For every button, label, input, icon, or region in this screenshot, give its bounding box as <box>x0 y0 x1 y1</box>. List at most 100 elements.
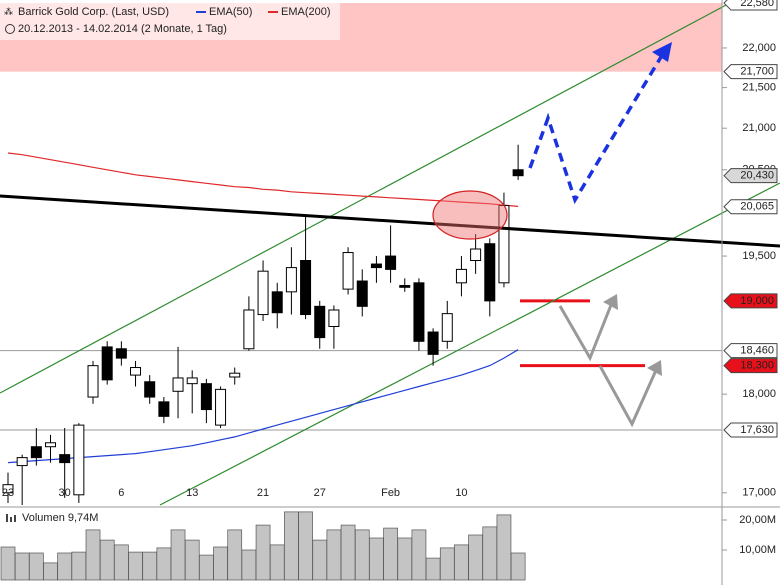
candle-body <box>101 346 113 381</box>
marks-layer <box>2 144 524 505</box>
volume-bar <box>43 562 58 581</box>
chart-title: Barrick Gold Corp. (Last, USD) <box>18 6 169 18</box>
candle-body <box>285 267 297 293</box>
volume-bar <box>269 544 285 581</box>
candle-body <box>144 381 156 398</box>
icon: ⁂ <box>4 6 13 16</box>
volume-bar <box>156 547 172 581</box>
volume-icon <box>10 517 12 522</box>
scenario-arrow <box>558 299 615 362</box>
candle-body <box>441 313 453 342</box>
y-tick-label: 17,000 <box>742 487 776 499</box>
volume-tick-label: 20,00M <box>739 514 776 526</box>
candle-body <box>186 377 198 385</box>
scenario-arrowhead <box>603 294 618 310</box>
candle-body <box>215 388 227 426</box>
candle-body <box>427 331 439 355</box>
candle-body <box>73 424 85 496</box>
volume-bar <box>85 529 101 581</box>
volume-bar <box>241 549 257 581</box>
x-tick-label: 27 <box>314 487 326 499</box>
volume-bar <box>114 544 129 581</box>
ema-line <box>7 349 519 464</box>
candle-body <box>257 270 269 316</box>
candle-body <box>356 280 368 307</box>
highlight-circle <box>432 190 508 240</box>
candle-body <box>385 255 397 270</box>
price-tag-label: 20,065 <box>740 201 774 213</box>
trend-channel-upper <box>0 3 729 394</box>
volume-bar <box>255 524 271 581</box>
price-tag-label: 19,000 <box>740 295 774 307</box>
price-tag <box>723 168 778 184</box>
candle-body <box>16 457 28 467</box>
y-tick-label: 21,000 <box>742 122 776 134</box>
volume-bar <box>298 511 313 581</box>
volume-bar <box>142 551 158 581</box>
volume-bar <box>199 554 214 581</box>
price-tag <box>723 199 778 215</box>
x-tick-label: 10 <box>455 487 467 499</box>
volume-bar <box>411 529 427 581</box>
price-tag <box>723 0 778 11</box>
candle-body <box>2 484 14 494</box>
price-tag-label: 22,580 <box>740 0 774 9</box>
volume-bar <box>425 557 441 581</box>
price-tag <box>723 64 778 80</box>
volume-bar <box>71 551 87 581</box>
volume-icon <box>14 515 16 522</box>
trend-channel-lower <box>159 182 780 506</box>
x-tick-label: 23 <box>2 487 14 499</box>
candle-body <box>158 401 170 417</box>
candle-body <box>512 169 524 177</box>
legend-entry: EMA(50) <box>209 6 252 18</box>
volume-bar <box>170 529 186 581</box>
clock-icon <box>5 24 15 34</box>
volume-bar <box>0 546 16 581</box>
candle-body <box>370 263 382 269</box>
volume-bar <box>468 534 483 581</box>
x-tick-label: 21 <box>257 487 269 499</box>
candle-body <box>30 446 42 459</box>
x-tick-label: Feb <box>381 487 400 499</box>
y-tick-label: 21,500 <box>742 82 776 94</box>
volume-bar <box>213 546 228 581</box>
candle-body <box>484 243 496 302</box>
price-tag <box>723 293 778 309</box>
y-tick-label: 19,500 <box>742 250 776 262</box>
candle-body <box>59 454 71 464</box>
volume-bar <box>57 552 73 581</box>
candle-body <box>314 305 326 339</box>
volume-bar <box>496 514 512 581</box>
volume-bar <box>326 529 342 581</box>
candle-body <box>342 252 354 290</box>
y-tick-label: 22,000 <box>742 42 776 54</box>
volume-bar <box>128 551 143 581</box>
volume-label: Volumen 9,74M <box>22 512 98 524</box>
price-tag-label: 18,300 <box>740 360 774 372</box>
legend-entry: EMA(200) <box>281 6 331 18</box>
candle-body <box>271 291 283 314</box>
candle-body <box>300 259 312 316</box>
volume-bar <box>28 552 44 581</box>
volume-bar <box>482 526 498 581</box>
volume-bar <box>383 527 398 581</box>
candle-body <box>115 348 127 359</box>
chart-subtitle: 20.12.2013 - 14.02.2014 (2 Monate, 1 Tag… <box>18 23 227 35</box>
forecast-arrowhead <box>652 42 672 62</box>
volume-bar <box>227 529 243 581</box>
volume-bar <box>340 524 356 581</box>
candle-body <box>243 309 255 350</box>
candle-body <box>130 367 142 376</box>
scenario-arrowhead <box>647 360 662 376</box>
volume-bar <box>354 529 370 581</box>
candle-body <box>229 372 241 378</box>
volume-bar <box>397 537 413 581</box>
price-tag-label: 17,630 <box>740 424 774 436</box>
scenario-arrow <box>598 365 659 428</box>
candle-body <box>455 268 467 284</box>
volume-bar <box>14 552 30 581</box>
candle-body <box>328 309 340 327</box>
price-tag-label: 21,700 <box>740 66 774 78</box>
